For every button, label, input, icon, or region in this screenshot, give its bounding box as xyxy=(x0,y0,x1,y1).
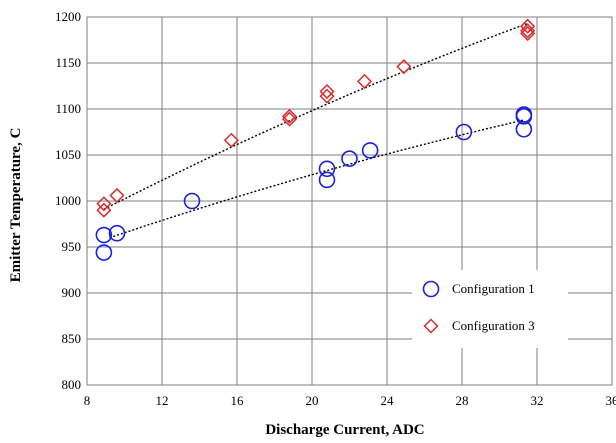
legend: Configuration 1 Configuration 3 xyxy=(412,270,568,348)
data-point-series-2 xyxy=(96,202,112,218)
y-tick-label: 1000 xyxy=(55,193,81,208)
trendline-series-1 xyxy=(109,119,525,239)
y-tick-label: 950 xyxy=(62,239,82,254)
x-tick-label: 12 xyxy=(156,393,169,408)
data-point-series-1 xyxy=(341,150,358,167)
data-point-series-1 xyxy=(455,123,473,141)
x-tick-label: 20 xyxy=(306,393,319,408)
data-point-series-1 xyxy=(95,226,113,244)
y-tick-labels: 800 850 900 950 1000 1050 1100 1150 1200 xyxy=(55,9,81,392)
y-tick-label: 800 xyxy=(62,377,82,392)
y-tick-label: 1100 xyxy=(55,101,81,116)
data-point-series-2 xyxy=(96,196,112,212)
x-tick-label: 24 xyxy=(381,393,395,408)
x-tick-label: 16 xyxy=(231,393,245,408)
data-point-series-2 xyxy=(223,132,239,148)
data-point-series-2 xyxy=(281,108,298,124)
legend-box xyxy=(412,270,568,348)
x-tick-label: 28 xyxy=(456,393,469,408)
legend-label: Configuration 1 xyxy=(452,281,535,296)
x-tick-label: 32 xyxy=(531,393,544,408)
trendline-series-2 xyxy=(103,22,528,210)
data-point-series-2 xyxy=(319,83,335,100)
y-axis-title: Emitter Temperature, C xyxy=(8,128,24,283)
legend-marker-diamond xyxy=(423,318,439,334)
y-tick-label: 1200 xyxy=(55,9,81,24)
data-point-series-1 xyxy=(515,106,533,123)
data-point-series-1 xyxy=(108,224,126,242)
legend-label: Configuration 3 xyxy=(452,318,535,333)
x-tick-label: 8 xyxy=(84,393,91,408)
y-tick-label: 900 xyxy=(62,285,82,300)
legend-item-configuration-1: Configuration 1 xyxy=(422,280,535,298)
data-point-series-1 xyxy=(318,160,336,178)
data-point-series-2 xyxy=(109,187,125,204)
data-point-series-1 xyxy=(183,192,201,210)
plot-border xyxy=(86,16,613,386)
data-point-series-2 xyxy=(319,88,335,104)
legend-marker-circle xyxy=(422,280,440,298)
y-tick-label: 850 xyxy=(62,331,82,346)
data-point-series-2 xyxy=(520,25,536,42)
y-tick-label: 1050 xyxy=(55,147,81,162)
data-point-series-2 xyxy=(356,73,373,89)
data-points xyxy=(95,18,536,261)
data-point-series-2 xyxy=(281,111,298,127)
data-point-series-1 xyxy=(95,244,113,261)
trendlines xyxy=(103,22,528,239)
plot-frame xyxy=(86,16,613,386)
legend-item-configuration-3: Configuration 3 xyxy=(423,318,535,334)
x-tick-label: 36 xyxy=(606,393,616,408)
data-point-series-1 xyxy=(361,142,379,159)
data-point-series-2 xyxy=(396,59,412,75)
data-point-series-2 xyxy=(520,18,536,34)
data-point-series-1 xyxy=(318,171,336,189)
y-tick-label: 1150 xyxy=(55,55,81,70)
x-axis-title: Discharge Current, ADC xyxy=(265,422,424,438)
x-tick-labels: 8 12 16 20 24 28 32 36 xyxy=(84,393,616,408)
